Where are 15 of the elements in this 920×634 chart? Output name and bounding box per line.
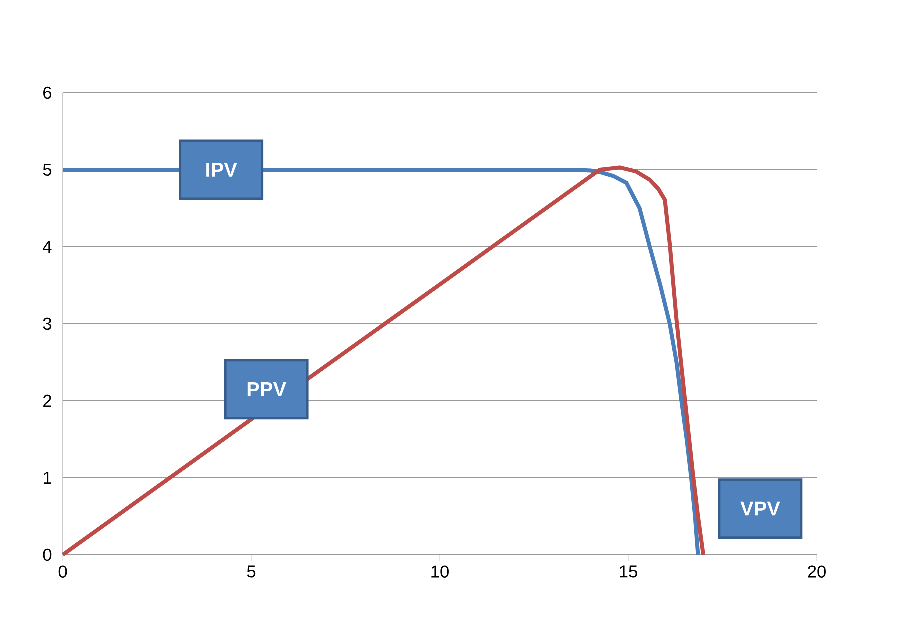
series-label: IPV [206,163,238,177]
y-tick-label: 2 [44,394,52,408]
x-tick-label: 0 [58,566,68,578]
x-axis-title: VPV [740,502,780,516]
x-tick-label: 5 [247,566,256,578]
y-tick-label: 6 [44,86,52,100]
y-tick-label: 5 [43,164,52,176]
x-tick-label: 15 [620,566,638,578]
y-tick-label: 4 [43,241,52,253]
y-tick-label: 0 [43,548,52,562]
y-tick-label: 3 [43,318,52,330]
y-tick-label: 1 [44,472,52,484]
series-label: PPV [248,382,286,396]
x-tick-label: 10 [432,566,449,578]
x-tick-label: 20 [808,566,826,578]
